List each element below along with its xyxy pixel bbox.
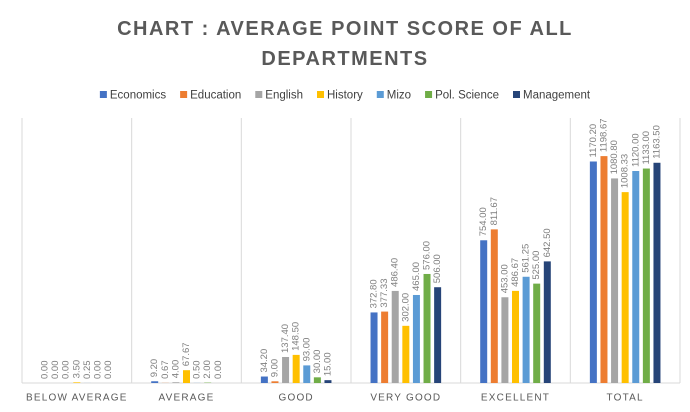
- bar: [183, 370, 190, 383]
- bar: [600, 156, 608, 383]
- value-label: 811.67: [489, 197, 500, 225]
- value-label: 302.00: [400, 293, 411, 322]
- value-label: 0.00: [40, 361, 51, 380]
- x-tick-label: EXCELLENT: [481, 393, 550, 404]
- value-label: 9.00: [269, 359, 280, 378]
- bar: [522, 276, 530, 383]
- value-label: 3.50: [71, 360, 82, 379]
- value-label: 0.25: [82, 360, 93, 379]
- value-label: 137.40: [280, 324, 291, 353]
- value-label: 377.33: [379, 279, 390, 308]
- bar: [621, 192, 629, 383]
- value-label: 453.00: [499, 264, 510, 293]
- value-label: 67.67: [181, 342, 192, 366]
- legend-label: Management: [523, 90, 591, 102]
- bar: [589, 161, 597, 383]
- value-label: 0.00: [213, 361, 224, 380]
- bar: [313, 377, 321, 383]
- bar: [512, 290, 519, 383]
- value-label: 0.00: [50, 361, 61, 380]
- value-label: 561.25: [521, 244, 532, 273]
- legend-label: English: [265, 90, 303, 102]
- value-label: 1163.50: [651, 125, 662, 159]
- bar: [324, 380, 332, 383]
- value-label: 93.00: [301, 338, 312, 362]
- legend-swatch: [255, 91, 263, 98]
- value-label: 486.67: [510, 258, 521, 287]
- bar: [501, 297, 509, 383]
- legend-label: Education: [190, 90, 241, 102]
- value-label: 1080.80: [609, 140, 620, 174]
- legend-swatch: [99, 91, 107, 98]
- value-label: 642.50: [542, 228, 553, 257]
- value-label: 0.67: [160, 360, 171, 379]
- bar: [611, 178, 619, 383]
- value-label: 148.50: [291, 322, 302, 351]
- value-label: 506.00: [432, 254, 443, 283]
- bar: [642, 168, 650, 383]
- value-label: 0.50: [192, 360, 203, 379]
- x-tick-label: TOTAL: [607, 393, 644, 404]
- legend-swatch: [513, 91, 520, 98]
- legend-label: Pol. Science: [435, 90, 499, 102]
- bar: [303, 365, 311, 383]
- bar: [543, 261, 551, 383]
- value-label: 1198.67: [598, 118, 609, 152]
- value-label: 754.00: [478, 207, 489, 236]
- bar: [490, 229, 498, 383]
- value-label: 9.20: [149, 359, 160, 378]
- value-label: 465.00: [411, 262, 422, 291]
- bar: [172, 382, 180, 383]
- bar: [632, 171, 640, 383]
- value-label: 0.00: [93, 361, 104, 380]
- bar: [282, 356, 290, 383]
- bar: [73, 382, 81, 383]
- value-label: 1008.33: [620, 154, 631, 188]
- x-tick-label: GOOD: [278, 393, 313, 404]
- bar: [381, 311, 389, 383]
- legend-swatch: [376, 91, 384, 98]
- legend-swatch: [317, 91, 324, 98]
- legend-label: History: [327, 90, 363, 102]
- value-label: 1133.00: [641, 131, 652, 165]
- bar: [391, 290, 399, 383]
- x-tick-label: AVERAGE: [158, 393, 214, 404]
- bar: [423, 273, 431, 383]
- bar: [412, 294, 420, 383]
- bar: [402, 325, 410, 383]
- bar: [480, 240, 488, 383]
- chart-title: CHART : AVERAGE POINT SCORE OF ALL DEPAR…: [117, 18, 573, 70]
- value-label: 4.00: [170, 360, 181, 379]
- x-tick-label: VERY GOOD: [370, 393, 441, 404]
- value-label: 2.00: [202, 360, 213, 379]
- value-label: 372.80: [369, 279, 380, 308]
- value-label: 1170.20: [588, 124, 599, 158]
- bar: [151, 381, 159, 383]
- legend-label: Mizo: [387, 90, 411, 102]
- value-label: 525.00: [531, 251, 542, 280]
- value-label: 1120.00: [630, 133, 641, 167]
- bar: [260, 376, 268, 383]
- legend-label: Economics: [110, 90, 166, 102]
- bar: [434, 287, 442, 383]
- x-tick-label: BELOW AVERAGE: [26, 393, 128, 404]
- value-label: 576.00: [422, 241, 433, 270]
- bar: [533, 283, 541, 383]
- value-label: 34.20: [259, 349, 270, 373]
- bar: [271, 381, 279, 383]
- bar: [292, 354, 300, 383]
- legend-swatch: [425, 91, 433, 98]
- value-label: 15.00: [322, 352, 333, 376]
- bar: [370, 312, 378, 383]
- value-label: 486.40: [390, 258, 401, 287]
- value-label: 30.00: [312, 350, 323, 374]
- value-label: 0.00: [61, 361, 72, 380]
- value-label: 0.00: [103, 361, 114, 380]
- legend-swatch: [180, 91, 188, 98]
- bar: [653, 162, 661, 383]
